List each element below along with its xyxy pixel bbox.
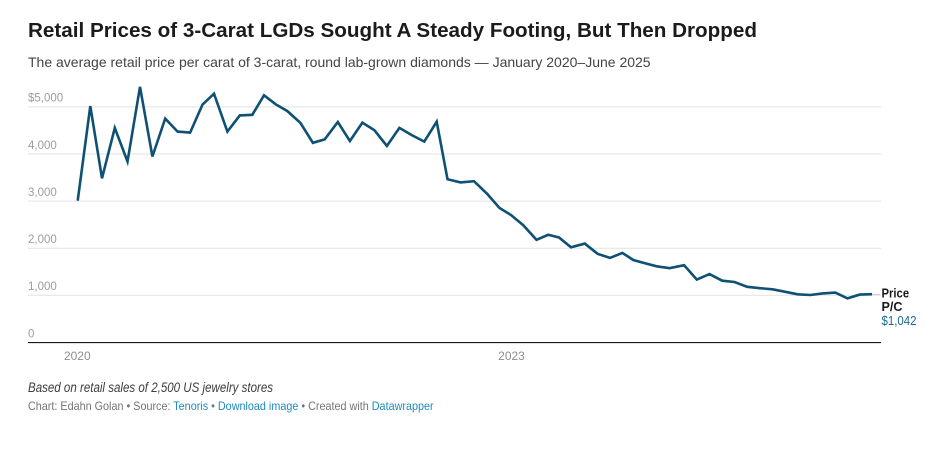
svg-text:$1,042: $1,042 — [882, 314, 917, 328]
svg-text:P/C: P/C — [882, 300, 903, 314]
svg-text:4,000: 4,000 — [28, 140, 57, 152]
svg-text:2020: 2020 — [64, 349, 91, 363]
svg-text:3,000: 3,000 — [28, 187, 57, 199]
svg-text:$5,000: $5,000 — [28, 93, 63, 105]
svg-text:1,000: 1,000 — [28, 281, 57, 293]
svg-text:2023: 2023 — [498, 349, 525, 363]
svg-text:0: 0 — [28, 328, 34, 340]
svg-text:Price: Price — [882, 287, 910, 301]
svg-text:2,000: 2,000 — [28, 234, 57, 246]
